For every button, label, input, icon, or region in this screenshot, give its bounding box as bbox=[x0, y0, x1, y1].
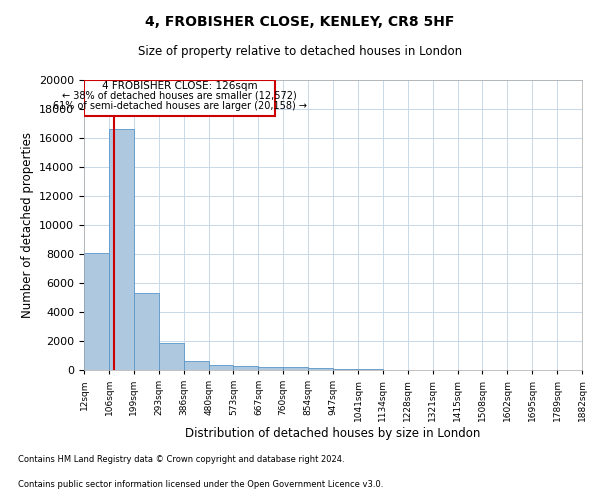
Text: ← 38% of detached houses are smaller (12,572): ← 38% of detached houses are smaller (12… bbox=[62, 91, 297, 101]
Bar bbox=[159, 343, 184, 370]
Bar bbox=[84, 80, 275, 116]
Text: Contains HM Land Registry data © Crown copyright and database right 2024.: Contains HM Land Registry data © Crown c… bbox=[18, 455, 344, 464]
Bar bbox=[84, 252, 109, 370]
Bar bbox=[283, 367, 308, 370]
Text: 4, FROBISHER CLOSE, KENLEY, CR8 5HF: 4, FROBISHER CLOSE, KENLEY, CR8 5HF bbox=[145, 15, 455, 29]
Bar bbox=[233, 366, 259, 370]
Text: 61% of semi-detached houses are larger (20,158) →: 61% of semi-detached houses are larger (… bbox=[53, 101, 307, 111]
Text: Size of property relative to detached houses in London: Size of property relative to detached ho… bbox=[138, 45, 462, 58]
Text: Contains public sector information licensed under the Open Government Licence v3: Contains public sector information licen… bbox=[18, 480, 383, 489]
Bar bbox=[209, 365, 233, 370]
Bar bbox=[259, 367, 283, 370]
Bar bbox=[333, 369, 358, 370]
Bar bbox=[308, 368, 333, 370]
Y-axis label: Number of detached properties: Number of detached properties bbox=[20, 132, 34, 318]
Text: 4 FROBISHER CLOSE: 126sqm: 4 FROBISHER CLOSE: 126sqm bbox=[102, 81, 257, 91]
Bar bbox=[134, 293, 159, 370]
X-axis label: Distribution of detached houses by size in London: Distribution of detached houses by size … bbox=[185, 426, 481, 440]
Bar bbox=[184, 360, 209, 370]
Bar bbox=[109, 130, 134, 370]
